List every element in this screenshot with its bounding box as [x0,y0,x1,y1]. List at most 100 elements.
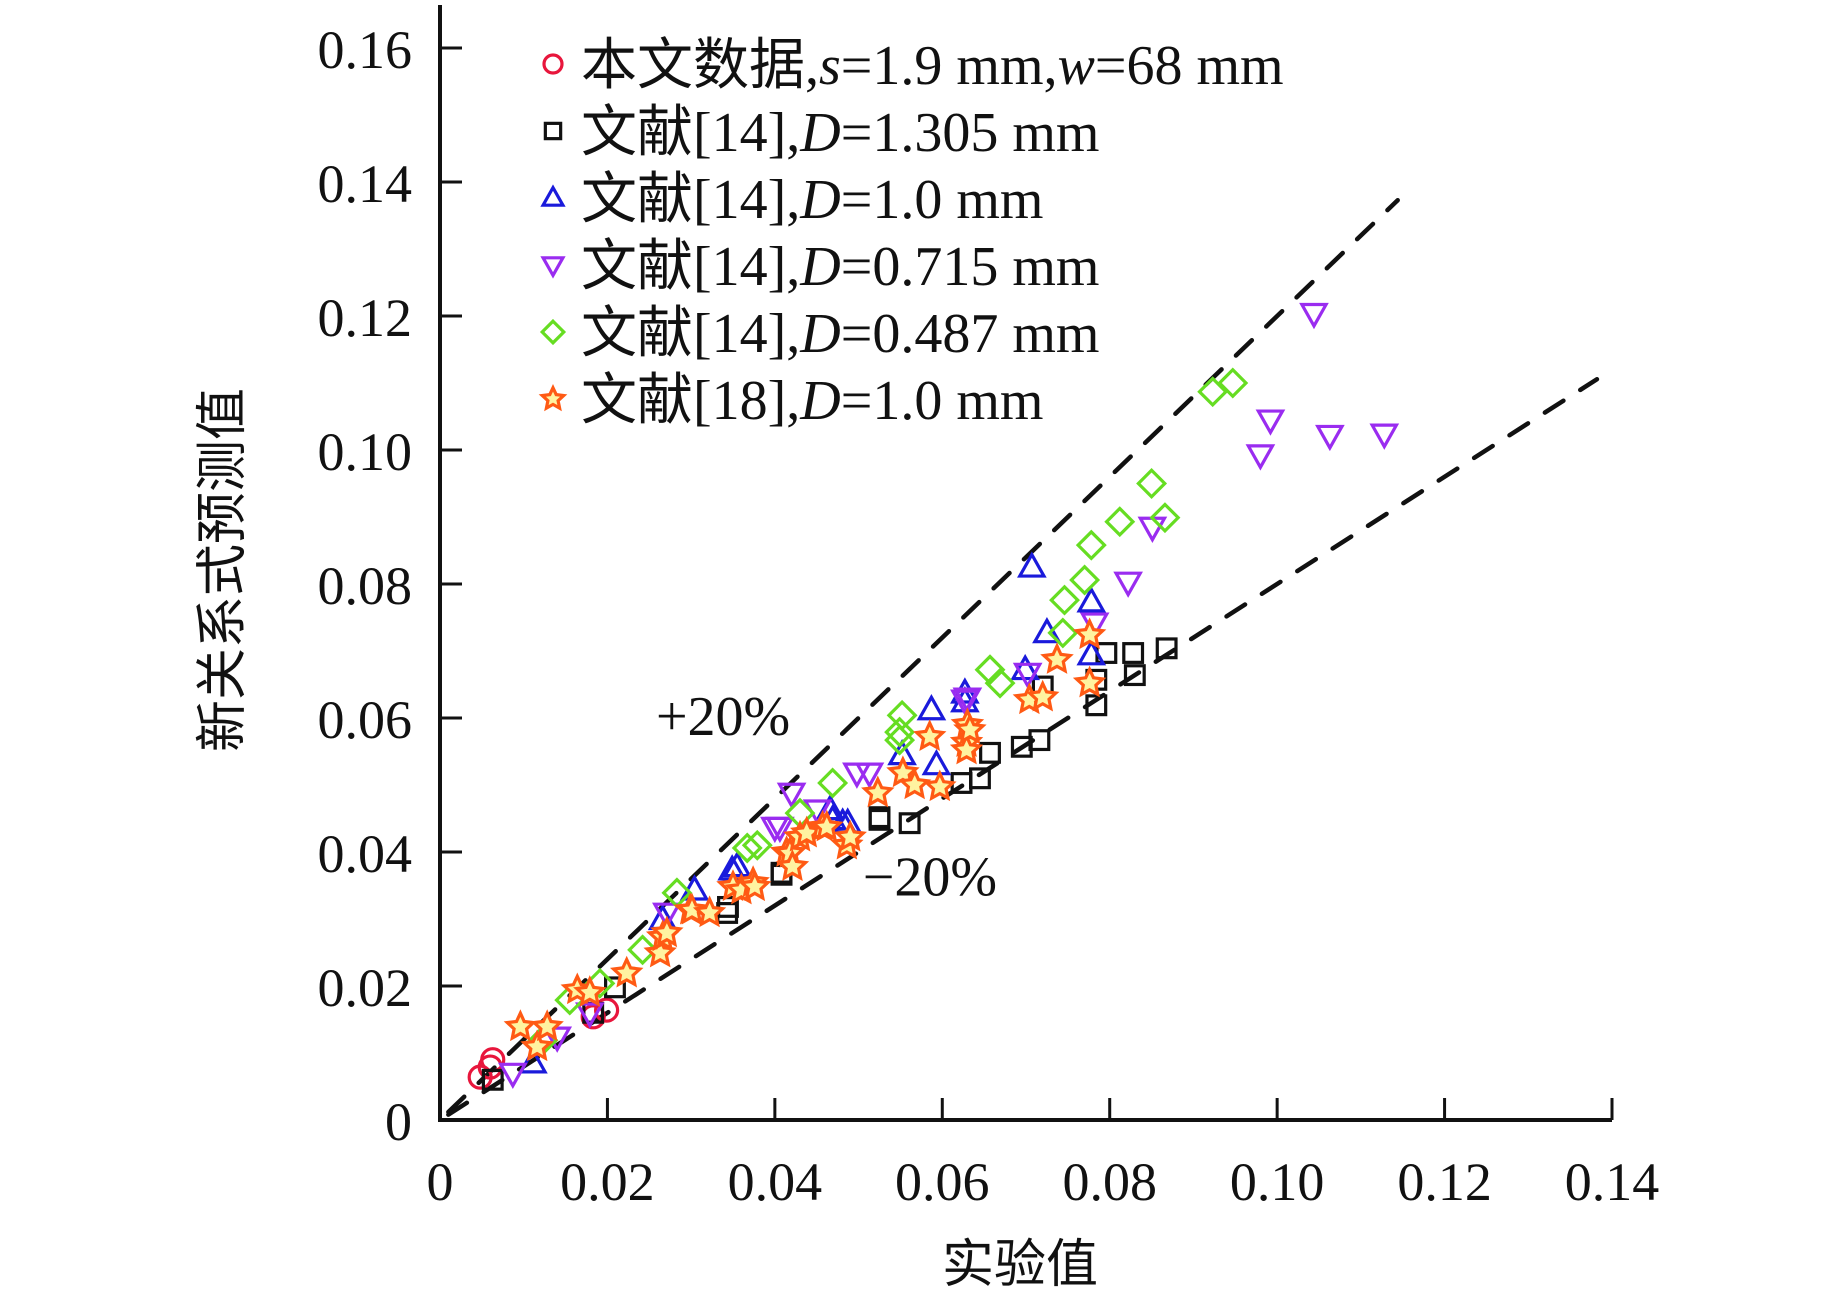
data-point-diamond [1197,376,1229,408]
data-point-diamond [1136,468,1168,499]
data-point-triangle-up [518,1047,548,1074]
data-point-triangle-up [1076,639,1107,666]
data-point-star [775,849,810,882]
data-point-triangle-down [765,816,795,844]
data-point-diamond [627,934,659,966]
legend-label-part: =1.305 mm [841,102,1100,164]
data-point-triangle-down [652,902,682,929]
legend-label-part: =68 mm [1095,35,1284,97]
legend-label-part: 文献[14], [581,303,800,365]
legend-label-part: D [799,303,840,365]
legend-item: 文献[14],D=1.0 mm [540,169,1043,231]
data-point-triangle-down [776,782,807,809]
data-point-triangle-down [542,1026,573,1053]
data-point-square [979,741,1001,764]
data-point-diamond [1049,584,1080,616]
legend-label-part: =0.715 mm [841,236,1100,298]
data-point-star [520,1029,554,1062]
annotations: +20% −20% [656,686,997,909]
data-point-star [530,1009,564,1042]
legend-marker-diamond [539,318,567,346]
data-point-diamond [1075,529,1107,561]
y-tick-label: 0 [385,1092,412,1152]
data-point-circle [593,997,620,1023]
legend-label-part: w [1058,35,1095,97]
x-tick-label: 0.04 [728,1152,823,1212]
data-point-triangle-up [916,694,947,721]
y-axis-title: 新关系式预测值 [193,388,253,752]
data-point-square [1155,637,1178,660]
legend-marker-triangle-down [540,256,566,279]
legend-label-part: D [799,102,840,164]
data-point-diamond [731,832,763,864]
legend-label-part: D [799,169,840,231]
data-point-triangle-down [1255,409,1286,436]
data-point-circle [580,1004,606,1030]
y-tick-label: 0.04 [318,824,413,884]
data-point-square [898,812,921,835]
data-point-star [949,732,984,765]
data-point-star [692,895,727,928]
data-point-star [609,955,644,988]
x-tick-label: 0 [427,1152,454,1212]
data-point-square [969,767,991,790]
y-tick-label: 0.02 [318,958,413,1018]
legend-label-part: =1.0 mm [841,370,1044,432]
data-point-star [861,775,895,808]
data-point-triangle-down [497,1062,528,1090]
legend-item: 文献[14],D=0.487 mm [539,303,1099,365]
data-point-triangle-down [950,689,980,716]
legend-label-part: 文献[14], [581,236,800,298]
data-point-diamond [1104,506,1136,538]
data-point-star [503,1009,538,1042]
legend-label: 本文数据,s=1.9 mm,w=68 mm [581,35,1284,97]
data-point-diamond [984,667,1016,699]
data-point-diamond [1217,367,1249,399]
data-point-star [923,769,957,802]
x-tick-label: 0.12 [1397,1152,1492,1212]
data-point-square [1122,642,1145,664]
x-axis-title: 实验值 [942,1235,1098,1295]
y-tick-label: 0.06 [318,690,413,750]
y-tick-label: 0.12 [318,288,413,348]
y-tick-label: 0.16 [318,20,413,80]
legend-label-part: =0.487 mm [841,303,1100,365]
data-point-square [1028,729,1051,752]
data-point-star [913,719,947,751]
legend-label-part: 本文数据, [581,35,819,97]
data-point-triangle-down [1113,571,1143,598]
data-point-star [573,975,607,1007]
x-tick-label: 0.10 [1230,1152,1325,1212]
legend-item: 文献[14],D=1.305 mm [543,102,1099,164]
data-point-triangle-down [854,762,885,789]
legend-label-part: =1.0 mm [841,169,1044,231]
reference-line-plus-20 [446,197,1400,1115]
data-points [467,302,1400,1091]
legend-label: 文献[14],D=1.0 mm [581,169,1043,231]
data-point-star [650,915,684,948]
data-point-star [897,767,932,800]
y-tick-label: 0.08 [318,556,413,616]
data-point-diamond [817,767,849,799]
data-point-diamond [1149,502,1181,534]
data-point-star [833,819,867,852]
data-point-triangle-up [1076,586,1107,613]
series-diamond [527,367,1249,1056]
data-point-diamond [886,699,918,731]
data-point-square [1123,664,1146,687]
data-point-diamond [1069,564,1101,596]
legend-label: 文献[14],D=0.487 mm [581,303,1099,365]
legend-item: 文献[18],D=1.0 mm [538,370,1043,432]
legend-marker-square [543,121,563,141]
data-point-triangle-up [1017,551,1047,578]
data-point-square [868,808,891,831]
legend-label: 文献[18],D=1.0 mm [581,370,1043,432]
data-point-star [1040,642,1074,674]
data-point-triangle-down [1369,423,1400,450]
y-tick-label: 0.14 [318,154,413,214]
legend-item: 本文数据,s=1.9 mm,w=68 mm [542,35,1284,97]
legend-label-part: D [799,236,840,298]
legend-label-part: 文献[14], [581,169,800,231]
legend-label: 文献[14],D=1.305 mm [581,102,1099,164]
data-point-square [481,1068,504,1091]
